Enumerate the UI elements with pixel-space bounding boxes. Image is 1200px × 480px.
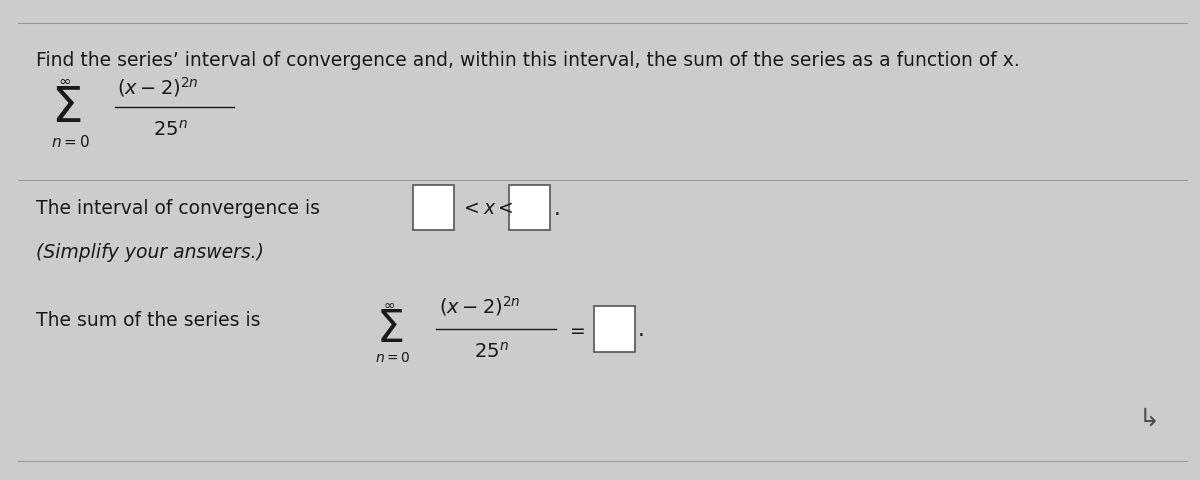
FancyBboxPatch shape bbox=[509, 185, 551, 231]
Text: $(x-2)^{2n}$: $(x-2)^{2n}$ bbox=[439, 293, 521, 317]
Text: (Simplify your answers.): (Simplify your answers.) bbox=[36, 242, 264, 261]
Text: $<x<$: $<x<$ bbox=[461, 199, 514, 218]
Text: $25^n$: $25^n$ bbox=[474, 341, 509, 361]
FancyBboxPatch shape bbox=[414, 185, 455, 231]
Text: .: . bbox=[554, 198, 560, 218]
Text: .: . bbox=[638, 319, 644, 339]
Text: $n=0$: $n=0$ bbox=[374, 350, 410, 364]
Text: $25^n$: $25^n$ bbox=[152, 120, 187, 139]
Text: $\infty$: $\infty$ bbox=[58, 73, 71, 88]
Text: $\infty$: $\infty$ bbox=[383, 297, 395, 311]
Text: $=$: $=$ bbox=[565, 320, 584, 338]
Text: The sum of the series is: The sum of the series is bbox=[36, 311, 260, 329]
Text: Find the series’ interval of convergence and, within this interval, the sum of t: Find the series’ interval of convergence… bbox=[36, 51, 1019, 70]
Text: $n=0$: $n=0$ bbox=[50, 134, 90, 150]
Text: $\Sigma$: $\Sigma$ bbox=[50, 84, 82, 132]
Text: ↳: ↳ bbox=[1139, 406, 1160, 430]
Text: The interval of convergence is: The interval of convergence is bbox=[36, 199, 319, 218]
Text: $\Sigma$: $\Sigma$ bbox=[376, 308, 403, 350]
FancyBboxPatch shape bbox=[594, 306, 635, 352]
Text: $(x-2)^{2n}$: $(x-2)^{2n}$ bbox=[118, 75, 199, 99]
